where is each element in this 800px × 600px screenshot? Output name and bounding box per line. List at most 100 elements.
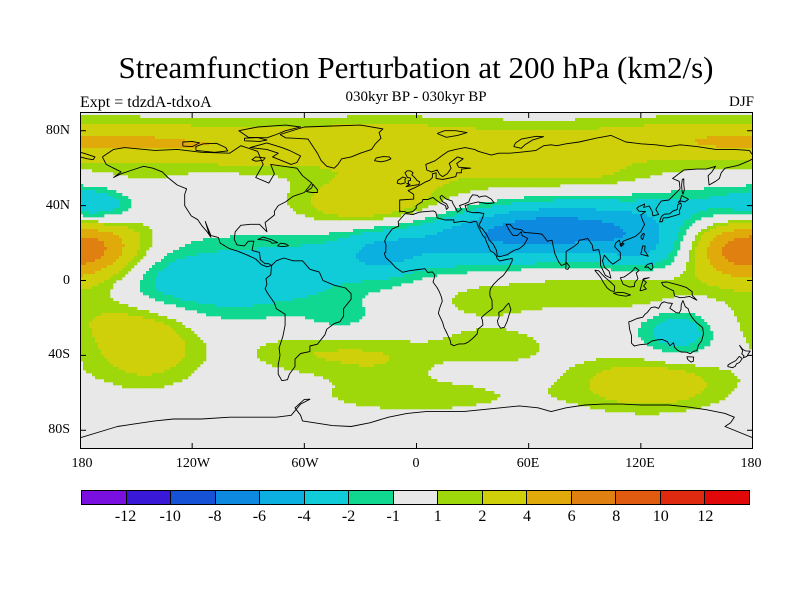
contour-cell	[260, 157, 264, 161]
contour-cell	[749, 136, 753, 140]
contour-cell	[395, 178, 399, 182]
contour-cell	[551, 175, 555, 179]
contour-cell	[668, 169, 672, 173]
contour-cell	[707, 118, 711, 122]
contour-cell	[185, 127, 189, 131]
contour-cell	[479, 181, 483, 185]
contour-cell	[299, 151, 303, 155]
contour-cell	[731, 124, 735, 128]
contour-cell	[83, 121, 87, 125]
contour-cell	[122, 130, 126, 134]
contour-cell	[560, 127, 564, 131]
contour-cell	[317, 136, 321, 140]
contour-cell	[647, 145, 651, 149]
contour-cell	[296, 133, 300, 137]
contour-cell	[677, 142, 681, 146]
contour-cell	[665, 142, 669, 146]
contour-cell	[428, 127, 432, 131]
contour-cell	[557, 130, 561, 134]
contour-cell	[635, 127, 639, 131]
contour-cell	[692, 124, 696, 128]
contour-cell	[458, 172, 462, 176]
contour-cell	[110, 142, 114, 146]
contour-cell	[641, 169, 645, 173]
contour-cell	[401, 133, 405, 137]
contour-cell	[344, 163, 348, 167]
contour-cell	[353, 190, 357, 194]
contour-cell	[623, 127, 627, 131]
contour-cell	[356, 133, 360, 137]
contour-cell	[239, 133, 243, 137]
contour-cell	[575, 169, 579, 173]
contour-cell	[239, 142, 243, 146]
contour-cell	[560, 172, 564, 176]
contour-cell	[254, 145, 258, 149]
contour-cell	[512, 184, 516, 188]
contour-cell	[278, 118, 282, 122]
contour-cell	[737, 154, 741, 158]
contour-cell	[662, 127, 666, 131]
contour-cell	[317, 139, 321, 143]
contour-cell	[314, 175, 318, 179]
contour-cell	[530, 148, 534, 152]
contour-cell	[419, 193, 423, 197]
contour-cell	[371, 190, 375, 194]
contour-cell	[740, 139, 744, 143]
contour-cell	[545, 136, 549, 140]
contour-cell	[635, 133, 639, 137]
contour-cell	[713, 160, 717, 164]
contour-cell	[224, 133, 228, 137]
contour-cell	[563, 136, 567, 140]
contour-cell	[320, 172, 324, 176]
contour-cell	[728, 118, 732, 122]
contour-cell	[233, 151, 237, 155]
contour-cell	[155, 145, 159, 149]
contour-cell	[392, 184, 396, 188]
contour-cell	[419, 172, 423, 176]
contour-cell	[263, 160, 267, 164]
contour-cell	[389, 145, 393, 149]
contour-cell	[287, 121, 291, 125]
contour-cell	[674, 157, 678, 161]
contour-cell	[407, 163, 411, 167]
contour-cell	[371, 184, 375, 188]
contour-cell	[731, 163, 735, 167]
contour-cell	[233, 130, 237, 134]
contour-cell	[476, 142, 480, 146]
contour-cell	[392, 175, 396, 179]
contour-cell	[209, 154, 213, 158]
contour-cell	[707, 187, 711, 191]
contour-cell	[347, 115, 351, 119]
contour-cell	[530, 127, 534, 131]
contour-cell	[464, 187, 468, 191]
contour-cell	[662, 148, 666, 152]
contour-cell	[389, 121, 393, 125]
contour-cell	[131, 121, 135, 125]
contour-cell	[635, 154, 639, 158]
contour-cell	[578, 130, 582, 134]
contour-cell	[572, 166, 576, 170]
contour-cell	[407, 154, 411, 158]
contour-cell	[413, 151, 417, 155]
contour-cell	[656, 172, 660, 176]
contour-cell	[287, 160, 291, 164]
contour-cell	[659, 127, 663, 131]
contour-cell	[533, 136, 537, 140]
contour-cell	[599, 160, 603, 164]
contour-cell	[380, 190, 384, 194]
contour-cell	[674, 154, 678, 158]
contour-cell	[149, 124, 153, 128]
contour-cell	[749, 190, 753, 194]
contour-cell	[173, 169, 177, 173]
contour-cell	[173, 145, 177, 149]
contour-cell	[251, 169, 255, 173]
contour-cell	[371, 133, 375, 137]
contour-cell	[641, 139, 645, 143]
contour-cell	[653, 157, 657, 161]
contour-cell	[731, 136, 735, 140]
contour-cell	[524, 142, 528, 146]
contour-cell	[179, 160, 183, 164]
contour-cell	[368, 172, 372, 176]
contour-cell	[476, 184, 480, 188]
contour-cell	[200, 163, 204, 167]
